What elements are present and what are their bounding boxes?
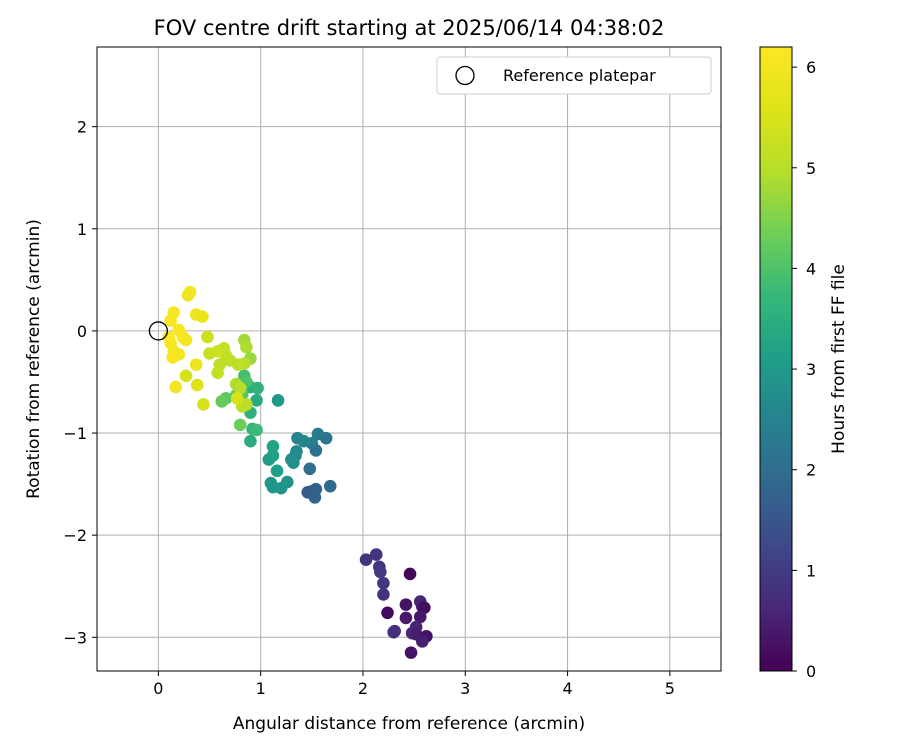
chart-title: FOV centre drift starting at 2025/06/14 …	[154, 16, 665, 40]
colorbar-label: Hours from first FF file	[829, 264, 849, 454]
colorbar-tick-label: 0	[806, 662, 816, 681]
scatter-point	[399, 598, 413, 611]
scatter-point	[250, 423, 263, 437]
x-tick-label: 1	[256, 679, 266, 698]
scatter-point	[413, 610, 427, 624]
scatter-point	[240, 340, 253, 354]
scatter-point	[280, 475, 294, 489]
colorbar-tick-label: 3	[806, 360, 816, 379]
legend-label: Reference platepar	[503, 66, 656, 85]
scatter-point	[251, 381, 264, 395]
colorbar: 0 1 2 3 4 5 6 Hours from first FF file	[759, 46, 849, 681]
y-axis-label: Rotation from reference (arcmin)	[24, 219, 44, 499]
colorbar-tick-label: 1	[806, 561, 816, 580]
y-tick-label: −3	[63, 628, 87, 647]
scatter-point	[211, 366, 225, 380]
scatter-points	[162, 285, 433, 659]
grid-lines	[97, 47, 721, 671]
scatter-point	[369, 548, 383, 561]
reference-marker-group	[148, 321, 169, 341]
scatter-point	[203, 347, 216, 360]
scatter-point	[323, 479, 337, 493]
scatter-point	[201, 330, 214, 344]
x-axis-label: Angular distance from reference (arcmin)	[233, 714, 585, 734]
x-tick-label: 2	[358, 679, 368, 698]
scatter-point	[164, 314, 177, 328]
colorbar-tick-label: 6	[806, 58, 816, 77]
scatter-point	[189, 358, 203, 371]
colorbar-tick-label: 2	[806, 461, 816, 480]
x-tick-label: 5	[665, 679, 675, 698]
scatter-point	[266, 440, 280, 453]
scatter-point	[381, 606, 394, 620]
x-tick-label: 0	[153, 679, 163, 698]
scatter-point	[403, 567, 417, 581]
scatter-point	[399, 611, 413, 625]
scatter-point	[244, 434, 257, 448]
legend-marker-icon	[455, 65, 475, 86]
scatter-point	[308, 491, 322, 504]
colorbar-gradient	[759, 46, 793, 672]
scatter-point	[377, 588, 390, 601]
legend: Reference platepar	[436, 56, 712, 95]
scatter-point	[297, 434, 310, 448]
scatter-point	[197, 398, 210, 411]
scatter-point	[359, 553, 373, 566]
scatter-point	[374, 565, 387, 579]
y-tick-label: 0	[77, 322, 87, 341]
scatter-point	[303, 462, 317, 476]
scatter-point	[290, 445, 303, 458]
scatter-point	[309, 444, 323, 457]
scatter-point	[183, 285, 197, 299]
scatter-point	[196, 310, 209, 323]
x-tick-label: 3	[460, 679, 470, 698]
scatter-point	[266, 449, 280, 462]
scatter-point	[233, 381, 247, 395]
x-axis-ticks: 0 1 2 3 4 5	[153, 671, 675, 698]
colorbar-tick-label: 4	[806, 259, 816, 278]
scatter-point	[240, 398, 253, 411]
scatter-point	[271, 394, 285, 407]
scatter-point	[230, 392, 244, 405]
scatter-point	[415, 635, 429, 648]
scatter-point	[264, 476, 278, 490]
y-tick-label: −2	[63, 526, 87, 545]
scatter-point	[179, 369, 193, 383]
y-tick-label: 2	[77, 118, 87, 137]
x-tick-label: 4	[562, 679, 572, 698]
y-tick-label: 1	[77, 220, 87, 239]
colorbar-tick-label: 5	[806, 159, 816, 178]
plot-frame	[96, 46, 722, 672]
scatter-point	[250, 394, 263, 407]
scatter-point	[169, 380, 183, 394]
scatter-point	[404, 646, 418, 659]
scatter-point	[270, 464, 284, 478]
scatter-point	[377, 576, 390, 590]
legend-box	[436, 56, 712, 95]
scatter-point	[319, 431, 333, 445]
scatter-point	[387, 625, 400, 639]
y-axis-ticks: −3 −2 −1 0 1 2	[63, 118, 97, 647]
reference-platepar-marker	[148, 321, 169, 341]
scatter-point	[179, 333, 193, 347]
scatter-point	[287, 456, 300, 469]
scatter-point	[166, 351, 179, 364]
scatter-point	[190, 378, 204, 392]
scatter-point	[215, 395, 229, 408]
scatter-point	[233, 418, 247, 432]
colorbar-ticks: 0 1 2 3 4 5 6	[792, 58, 816, 681]
y-tick-label: −1	[63, 424, 87, 443]
